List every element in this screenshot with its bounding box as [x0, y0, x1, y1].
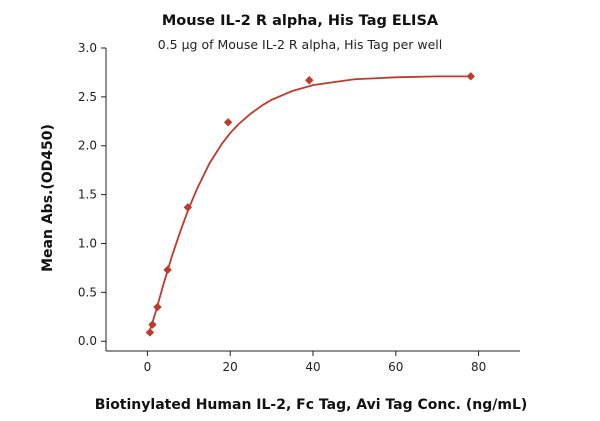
data-point — [305, 76, 314, 85]
data-point — [183, 203, 193, 212]
chart-title: Mouse IL-2 R alpha, His Tag ELISA — [162, 13, 439, 29]
x-tick-label: 80 — [471, 360, 486, 374]
y-tick-label: 2.0 — [78, 139, 97, 153]
chart-subtitle: 0.5 μg of Mouse IL-2 R alpha, His Tag pe… — [158, 37, 442, 52]
y-tick-label: 2.5 — [78, 90, 97, 104]
y-tick-label: 1.0 — [78, 236, 97, 250]
x-ticks: 0 20 40 60 80 — [144, 351, 486, 374]
data-point — [163, 265, 172, 275]
data-point — [223, 118, 233, 127]
axes — [105, 48, 520, 352]
y-tick-label: 3.0 — [78, 41, 97, 55]
data-point — [466, 72, 475, 81]
y-ticks: 0.0 0.5 1.0 1.5 2.0 2.5 3.0 — [78, 41, 106, 348]
x-tick-label: 20 — [223, 360, 238, 374]
data-points — [145, 72, 475, 337]
data-point — [145, 328, 155, 337]
y-tick-label: 1.5 — [78, 188, 97, 202]
y-tick-label: 0.0 — [78, 334, 97, 348]
y-axis-label: Mean Abs.(OD450) — [40, 124, 56, 272]
data-point — [148, 320, 157, 329]
x-tick-label: 40 — [305, 360, 320, 374]
y-tick-label: 0.5 — [78, 285, 97, 299]
data-point — [153, 302, 162, 312]
x-tick-label: 60 — [388, 360, 403, 374]
fit-curve — [147, 75, 471, 334]
x-axis-label: Biotinylated Human IL-2, Fc Tag, Avi Tag… — [95, 397, 528, 413]
x-tick-label: 0 — [144, 360, 152, 374]
